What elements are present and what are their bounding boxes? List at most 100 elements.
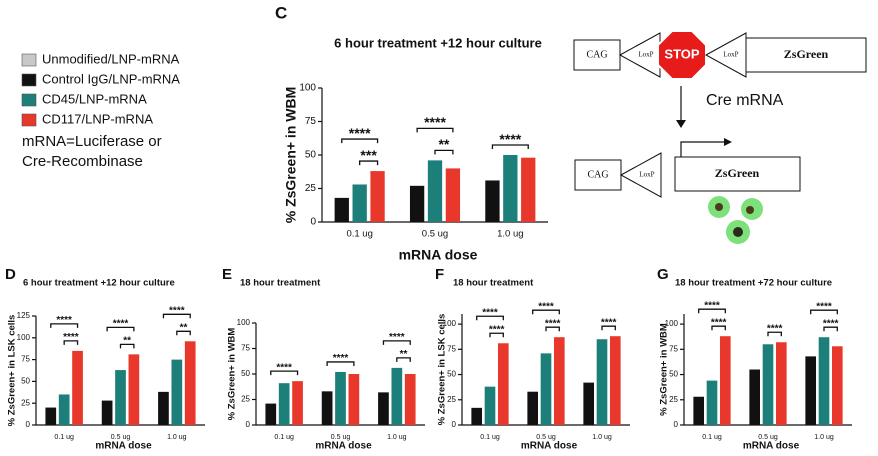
significance-label: ****: [545, 318, 561, 329]
y-tick-label: 50: [447, 370, 456, 379]
bar: [706, 380, 718, 425]
legend-swatch: [21, 73, 37, 87]
note-line: Cre-Recombinase: [22, 153, 143, 170]
chart-panel: C 6 hour treatment +12 hour culture % ZsGr…: [275, 3, 548, 263]
significance-label: ****: [349, 125, 371, 141]
legend-label: Control IgG/LNP-mRNA: [42, 71, 180, 86]
significance-bracket: [711, 325, 726, 331]
y-tick-label: 75: [241, 344, 250, 353]
x-tick-label: 0.5 ug: [331, 434, 351, 441]
bar: [596, 339, 608, 425]
bar: [404, 374, 416, 425]
cag-box: [573, 39, 621, 71]
significance-bracket: [119, 343, 135, 349]
significance-bracket: [176, 330, 191, 336]
y-tick-label: 50: [305, 150, 317, 161]
bar: [321, 391, 333, 425]
significance-label: ****: [601, 317, 617, 328]
cell-nucleus: [746, 206, 754, 214]
panel-letter: E: [222, 266, 232, 283]
bar: [292, 381, 303, 425]
significance-label: ****: [424, 114, 446, 130]
stop-sign: [657, 30, 707, 80]
bar: [427, 160, 443, 222]
bar: [445, 168, 461, 222]
significance-label: ****: [767, 323, 783, 334]
bar: [391, 367, 403, 425]
y-axis-label: % ZsGreen+ in LSK cells: [437, 314, 448, 426]
significance-bracket: [396, 357, 411, 362]
y-tick-label: 25: [241, 395, 250, 404]
diagram-label: CAG: [586, 49, 607, 60]
significance-label: **: [180, 322, 188, 333]
x-tick-label: 1.0 ug: [592, 434, 612, 441]
legend: Unmodified/LNP-mRNA Control IgG/LNP-mRNA C…: [21, 51, 180, 127]
y-tick-label: 100: [237, 318, 251, 327]
x-tick-label: 0.1 ug: [274, 434, 294, 441]
y-tick-label: 75: [21, 355, 30, 364]
arrow-head: [724, 138, 732, 146]
bar: [553, 337, 565, 425]
significance-label: ****: [63, 332, 79, 343]
y-tick-label: 100: [299, 83, 316, 94]
bar: [128, 354, 140, 425]
legend-swatch: [21, 113, 37, 127]
y-tick-label: 0: [452, 420, 457, 429]
diagram-label: Cre mRNA: [706, 92, 784, 109]
significance-bracket: [50, 323, 79, 328]
y-axis-label: % ZsGreen+ in WBM: [283, 87, 299, 224]
legend-label: CD117/LNP-mRNA: [42, 111, 153, 126]
significance-label: ****: [711, 317, 727, 328]
bar: [58, 394, 70, 425]
significance-bracket: [532, 309, 560, 315]
bar: [72, 350, 83, 425]
significance-bracket: [326, 361, 355, 366]
y-tick-label: 50: [669, 370, 678, 379]
bar: [334, 197, 349, 222]
x-tick-label: 0.1 ug: [480, 434, 500, 441]
chart-panel: F 18 hour treatment % ZsGreen+ in LSK cell…: [435, 266, 630, 452]
x-axis-label: mRNA dose: [399, 247, 478, 263]
y-tick-label: 75: [305, 116, 317, 127]
x-tick-label: 0.5 ug: [111, 434, 131, 441]
cell-nucleus: [733, 227, 743, 237]
bar: [527, 391, 539, 425]
x-tick-label: 1.0 ug: [814, 434, 834, 441]
significance-label: **: [400, 349, 408, 360]
diagram-label: ZsGreen: [784, 47, 829, 61]
diagram-label: LoxP: [723, 51, 738, 59]
diagram-label: STOP: [664, 46, 699, 61]
diagram: CAG LoxP STOP LoxP ZsGreen Cre mRNA CAG …: [573, 30, 867, 244]
bar: [101, 400, 113, 425]
bar: [335, 371, 346, 425]
bar: [749, 369, 761, 425]
significance-label: ****: [169, 305, 185, 316]
legend-swatch: [21, 93, 37, 107]
y-axis-label: % ZsGreen+ in WBM: [659, 323, 670, 416]
bar: [762, 344, 774, 425]
x-tick-label: 0.1 ug: [54, 434, 74, 441]
x-tick-label: 1.0 ug: [497, 229, 523, 240]
x-axis-label: mRNA dose: [95, 441, 152, 452]
y-tick-label: 75: [669, 344, 678, 353]
bar: [378, 392, 389, 425]
legend-label: Unmodified/LNP-mRNA: [42, 51, 180, 66]
significance-bracket: [545, 326, 560, 332]
zsgreen-box: [674, 156, 801, 192]
significance-label: ****: [113, 319, 129, 330]
significance-bracket: [106, 326, 135, 332]
legend-label: CD45/LNP-mRNA: [42, 91, 147, 106]
bar: [171, 359, 183, 425]
diagram-label: LoxP: [638, 51, 653, 59]
bar: [265, 403, 277, 425]
x-tick-label: 0.5 ug: [758, 434, 778, 441]
x-axis-label: mRNA dose: [315, 441, 372, 452]
y-tick-label: 0: [674, 420, 679, 429]
zsgreen-box: [745, 37, 867, 73]
significance-label: ****: [704, 300, 720, 311]
panel-letter: G: [657, 266, 669, 283]
bar: [471, 407, 483, 425]
y-tick-label: 50: [21, 377, 30, 386]
chart-title: 18 hour treatment: [240, 278, 321, 289]
